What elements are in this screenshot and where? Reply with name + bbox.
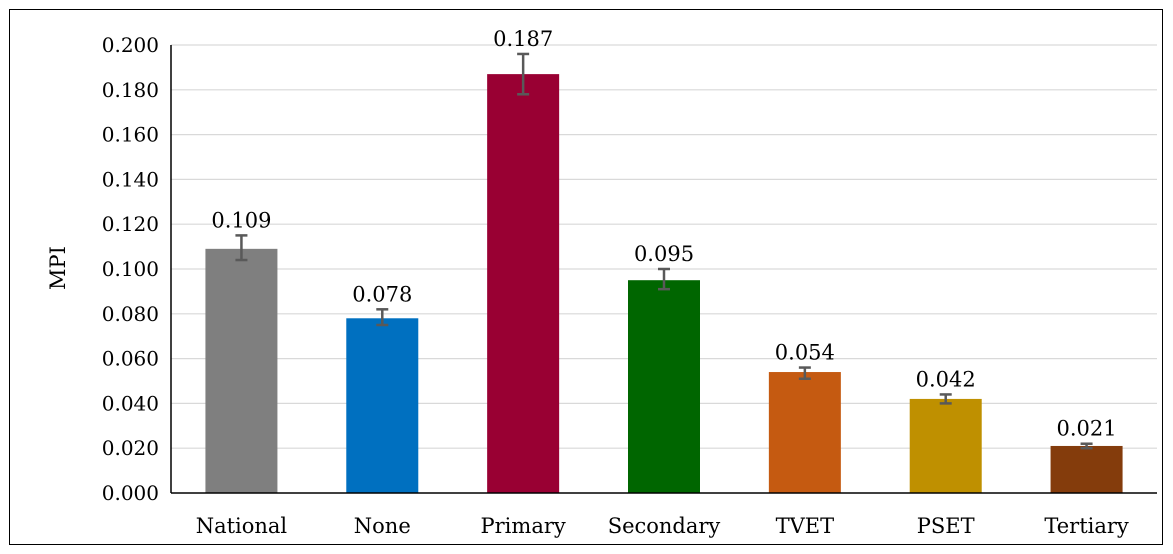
bar-national bbox=[205, 248, 278, 493]
y-tick-label: 0.100 bbox=[102, 257, 159, 281]
x-category-label: Primary bbox=[481, 514, 566, 538]
data-label: 0.095 bbox=[634, 242, 694, 266]
y-tick-label: 0.020 bbox=[102, 436, 159, 460]
y-tick-label: 0.180 bbox=[102, 78, 159, 102]
x-category-label: Secondary bbox=[608, 514, 721, 538]
error-bars bbox=[235, 52, 1093, 450]
x-category-label: None bbox=[354, 514, 411, 538]
bar-tvet bbox=[768, 372, 841, 493]
bars bbox=[205, 74, 1123, 494]
bar-none bbox=[346, 318, 419, 493]
error-bar-secondary bbox=[658, 267, 670, 291]
y-tick-label: 0.160 bbox=[102, 123, 159, 147]
bar-pset bbox=[909, 398, 982, 493]
y-tick-label: 0.140 bbox=[102, 167, 159, 191]
bar-secondary bbox=[628, 280, 700, 493]
error-bar-tertiary bbox=[1080, 442, 1093, 450]
y-axis-title: MPI bbox=[46, 246, 70, 290]
x-category-label: TVET bbox=[776, 514, 835, 538]
y-tick-label: 0.000 bbox=[102, 481, 159, 505]
axes bbox=[170, 45, 1157, 494]
error-bar-pset bbox=[939, 393, 952, 405]
bar-chart: 0.000 0.020 0.040 0.060 0.080 0.100 0.120 0.140… bbox=[46, 27, 1157, 538]
y-tick-label: 0.200 bbox=[102, 33, 159, 57]
error-bar-national bbox=[235, 234, 248, 262]
x-category-label: Tertiary bbox=[1044, 514, 1129, 538]
y-tick-label: 0.060 bbox=[102, 347, 159, 371]
error-bar-primary bbox=[517, 52, 530, 96]
x-category-label: National bbox=[196, 514, 288, 538]
data-label: 0.054 bbox=[775, 341, 835, 365]
bar-primary bbox=[487, 74, 560, 494]
bar-tertiary bbox=[1050, 445, 1123, 493]
data-label: 0.021 bbox=[1057, 417, 1117, 441]
y-tick-label: 0.080 bbox=[102, 302, 159, 326]
data-labels: 0.109 0.078 0.187 0.095 0.054 0.042 0.021 bbox=[211, 27, 1116, 441]
y-tick-labels: 0.000 0.020 0.040 0.060 0.080 0.100 0.120 0.140… bbox=[102, 33, 159, 505]
x-category-label: PSET bbox=[917, 514, 975, 538]
data-label: 0.109 bbox=[211, 208, 271, 232]
error-bar-none bbox=[376, 308, 389, 327]
error-bar-tvet bbox=[798, 366, 811, 381]
x-category-labels: National None Primary Secondary TVET PSET Tert… bbox=[196, 514, 1129, 538]
y-tick-label: 0.120 bbox=[102, 212, 159, 236]
chart-frame: 0.000 0.020 0.040 0.060 0.080 0.100 0.120 0.140… bbox=[9, 9, 1163, 545]
data-label: 0.042 bbox=[916, 367, 976, 391]
data-label: 0.078 bbox=[352, 282, 412, 306]
data-label: 0.187 bbox=[493, 27, 553, 51]
y-tick-label: 0.040 bbox=[102, 391, 159, 415]
